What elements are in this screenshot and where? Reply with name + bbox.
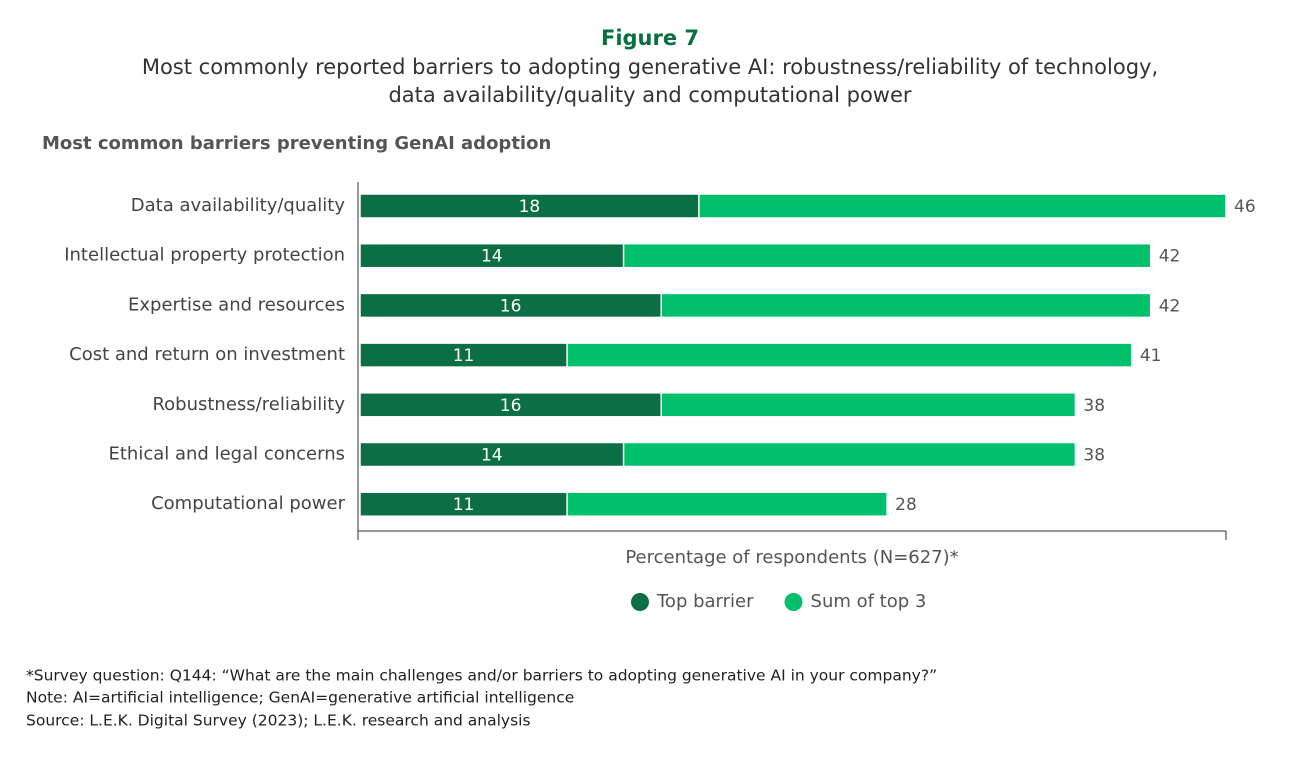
- category-label: Robustness/reliability: [152, 394, 345, 415]
- x-axis-title: Percentage of respondents (N=627)*: [625, 547, 958, 568]
- value-label: 11: [453, 346, 475, 366]
- value-label: 11: [453, 495, 475, 515]
- value-label: 46: [1234, 197, 1256, 217]
- category-label: Data availability/quality: [131, 195, 346, 216]
- category-label: Computational power: [151, 493, 346, 514]
- bar: [359, 491, 568, 517]
- value-label: 18: [519, 197, 541, 217]
- bar: [359, 342, 568, 368]
- value-label: 28: [895, 495, 917, 515]
- bar: [359, 193, 700, 219]
- panel-title: Most common barriers preventing GenAI ad…: [42, 133, 551, 154]
- bar: [359, 392, 662, 418]
- category-label: Cost and return on investment: [69, 344, 345, 365]
- footnote: Note: AI=artificial intelligence; GenAI=…: [26, 689, 574, 707]
- legend-swatch: [631, 593, 649, 611]
- chart-title: Figure 7: [601, 26, 699, 50]
- bar: [359, 441, 625, 468]
- value-label: 42: [1159, 247, 1181, 267]
- footnote: Source: L.E.K. Digital Survey (2023); L.…: [26, 712, 531, 730]
- bar: [359, 242, 625, 269]
- value-label: 14: [481, 446, 503, 466]
- legend-swatch: [784, 593, 803, 611]
- legend-label: Sum of top 3: [811, 591, 927, 612]
- value-label: 41: [1140, 346, 1162, 366]
- category-label: Ethical and legal concerns: [109, 444, 346, 465]
- bar: [359, 292, 662, 319]
- footnote: *Survey question: Q144: “What are the ma…: [26, 667, 937, 685]
- value-label: 16: [500, 396, 522, 416]
- value-label: 38: [1083, 396, 1105, 416]
- value-label: 38: [1083, 446, 1105, 466]
- legend-label: Top barrier: [656, 591, 754, 612]
- value-label: 14: [481, 247, 503, 267]
- chart-subtitle: data availability/quality and computatio…: [388, 83, 911, 107]
- value-label: 16: [500, 296, 522, 316]
- value-label: 42: [1159, 296, 1181, 316]
- category-label: Intellectual property protection: [64, 245, 345, 266]
- chart-subtitle: Most commonly reported barriers to adopt…: [142, 55, 1158, 79]
- category-label: Expertise and resources: [128, 294, 345, 315]
